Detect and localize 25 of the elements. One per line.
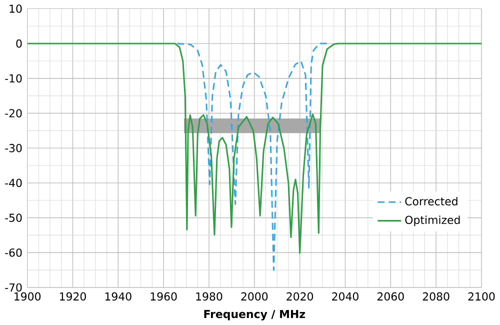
x-tick-label: 2000 — [241, 292, 268, 301]
y-tick-label: 10 — [10, 4, 22, 13]
x-tick-label: 2020 — [286, 292, 314, 301]
x-tick-label: 1920 — [60, 292, 86, 301]
x-tick-label: 1940 — [105, 292, 132, 301]
legend-label: Optimized — [405, 216, 460, 226]
y-tick-label: -20 — [5, 109, 22, 118]
x-tick-label: 2040 — [332, 292, 358, 301]
x-tick-label: 1900 — [14, 292, 41, 301]
y-tick-label: -10 — [5, 74, 22, 83]
y-tick-label: -40 — [5, 178, 22, 188]
y-tick-label: -60 — [5, 248, 22, 257]
x-axis-title: Frequency / MHz — [204, 310, 305, 320]
y-tick-label: -30 — [5, 144, 22, 152]
y-tick-label: -50 — [5, 214, 22, 222]
line-series — [27, 42, 482, 254]
x-tick-label: 1960 — [150, 292, 177, 301]
x-tick-label: 2080 — [422, 292, 450, 301]
line-series — [176, 42, 328, 271]
x-tick-label: 1980 — [196, 292, 222, 301]
y-tick-label: -70 — [5, 283, 22, 292]
x-tick-label: 2060 — [377, 292, 404, 301]
legend-label: Corrected — [405, 197, 458, 206]
x-tick-label: 2100 — [468, 292, 495, 301]
y-tick-label: 0 — [16, 39, 22, 48]
